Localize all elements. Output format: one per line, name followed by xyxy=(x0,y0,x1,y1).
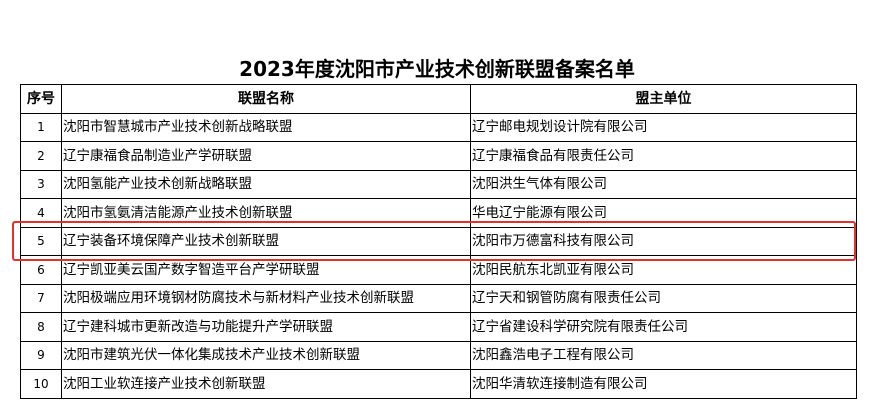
alliance-table: 序号 联盟名称 盟主单位 1 沈阳市智慧城市产业技术创新战略联盟 辽宁邮电规划设计院… xyxy=(20,84,857,399)
row-number: 2 xyxy=(20,141,62,171)
lead-unit: 辽宁省建设科学研究院有限责任公司 xyxy=(470,312,857,342)
row-number: 9 xyxy=(20,340,62,370)
alliance-name: 沈阳市智慧城市产业技术创新战略联盟 xyxy=(61,112,471,142)
row-number: 10 xyxy=(20,369,62,399)
alliance-name: 沈阳极端应用环境钢材防腐技术与新材料产业技术创新联盟 xyxy=(61,283,471,313)
lead-unit: 辽宁天和钢管防腐有限责任公司 xyxy=(470,283,857,313)
alliance-name: 沈阳氢能产业技术创新战略联盟 xyxy=(61,169,471,199)
table-row: 1 沈阳市智慧城市产业技术创新战略联盟 辽宁邮电规划设计院有限公司 xyxy=(20,112,857,142)
row-number: 1 xyxy=(20,112,62,142)
alliance-name: 辽宁建科城市更新改造与功能提升产学研联盟 xyxy=(61,312,471,342)
table-row: 10 沈阳工业软连接产业技术创新联盟 沈阳华清软连接制造有限公司 xyxy=(20,369,857,399)
page-title: 2023年度沈阳市产业技术创新联盟备案名单 xyxy=(239,57,635,81)
row-number: 8 xyxy=(20,312,62,342)
alliance-name: 辽宁康福食品制造业产学研联盟 xyxy=(61,141,471,171)
table-header-row: 序号 联盟名称 盟主单位 xyxy=(20,84,857,114)
alliance-name: 沈阳工业软连接产业技术创新联盟 xyxy=(61,369,471,399)
lead-unit: 辽宁康福食品有限责任公司 xyxy=(470,141,857,171)
table-row: 8 辽宁建科城市更新改造与功能提升产学研联盟 辽宁省建设科学研究院有限责任公司 xyxy=(20,312,857,342)
table-row: 5 辽宁装备环境保障产业技术创新联盟 沈阳市万德富科技有限公司 xyxy=(20,226,857,256)
alliance-name: 辽宁装备环境保障产业技术创新联盟 xyxy=(61,226,471,256)
table-row: 9 沈阳市建筑光伏一体化集成技术产业技术创新联盟 沈阳鑫浩电子工程有限公司 xyxy=(20,340,857,370)
table-row: 3 沈阳氢能产业技术创新战略联盟 沈阳洪生气体有限公司 xyxy=(20,169,857,199)
header-lead-unit: 盟主单位 xyxy=(470,84,857,114)
table-row: 7 沈阳极端应用环境钢材防腐技术与新材料产业技术创新联盟 辽宁天和钢管防腐有限责任公… xyxy=(20,283,857,313)
row-number: 5 xyxy=(20,226,62,256)
row-number: 3 xyxy=(20,169,62,199)
lead-unit: 沈阳鑫浩电子工程有限公司 xyxy=(470,340,857,370)
table-row: 2 辽宁康福食品制造业产学研联盟 辽宁康福食品有限责任公司 xyxy=(20,141,857,171)
row-number: 7 xyxy=(20,283,62,313)
header-alliance-name: 联盟名称 xyxy=(61,84,471,114)
alliance-name: 沈阳市建筑光伏一体化集成技术产业技术创新联盟 xyxy=(61,340,471,370)
lead-unit: 沈阳华清软连接制造有限公司 xyxy=(470,369,857,399)
lead-unit: 辽宁邮电规划设计院有限公司 xyxy=(470,112,857,142)
lead-unit: 沈阳洪生气体有限公司 xyxy=(470,169,857,199)
header-number: 序号 xyxy=(20,84,62,114)
highlight-box xyxy=(12,221,856,261)
